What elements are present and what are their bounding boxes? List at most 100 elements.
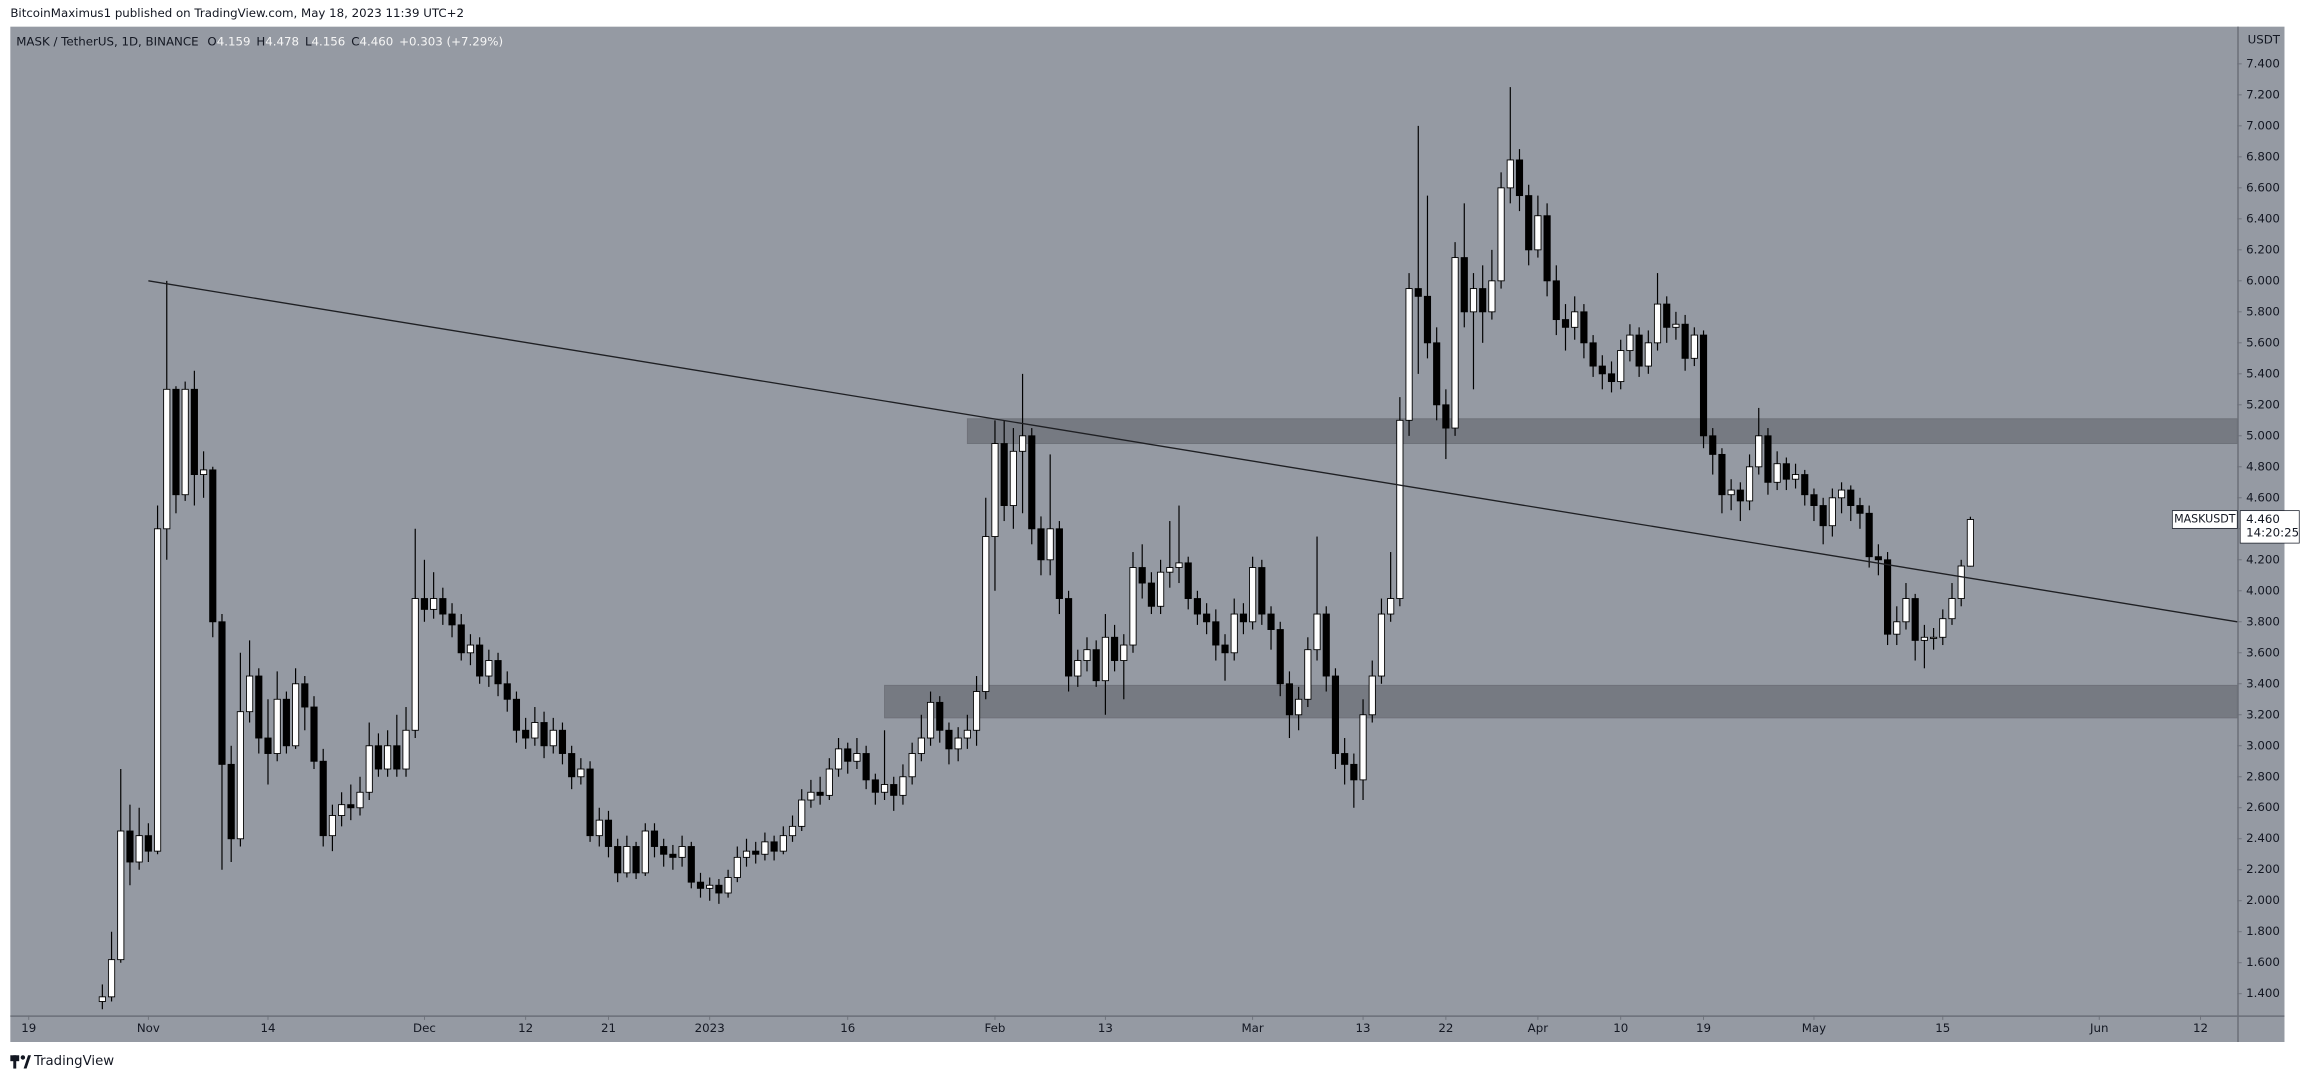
candle-body (1865, 512, 1873, 558)
candle-body (1598, 365, 1606, 375)
candle-body (1884, 559, 1892, 635)
candle-body (604, 819, 613, 847)
candle-body (724, 877, 732, 894)
candle-body (1745, 466, 1754, 502)
candle-body (282, 698, 290, 747)
price-tag-box (2239, 510, 2300, 544)
candle-body (1930, 636, 1938, 639)
x-tick-label: May (1802, 1021, 1826, 1035)
candle-body (1893, 621, 1901, 635)
zone (884, 684, 2238, 719)
axis-unit: USDT (2248, 32, 2281, 46)
x-tick-label: 22 (1438, 1021, 1453, 1035)
candle-body (1055, 528, 1063, 599)
candle-body (549, 729, 557, 747)
candle-body (98, 996, 106, 1002)
candle-body (715, 884, 723, 894)
candle-body (1957, 565, 1965, 599)
candle-body (1939, 618, 1947, 638)
y-tick-label: 2.800 (2246, 769, 2280, 783)
candle-body (844, 748, 852, 762)
candle-body (880, 784, 889, 793)
y-tick-label: 1.400 (2246, 986, 2280, 1000)
candle-body (227, 763, 235, 840)
legend-value: 4.156 (312, 34, 346, 48)
x-tick-label: Mar (1241, 1021, 1263, 1035)
y-tick-label: 7.000 (2246, 118, 2280, 132)
candle-body (788, 825, 797, 837)
candle-body (1157, 571, 1165, 607)
candle-body (853, 753, 861, 762)
candle-body (1249, 567, 1257, 623)
candle-body (457, 624, 465, 654)
candle-body (365, 745, 373, 793)
candle-body (200, 469, 208, 476)
candle-body (1718, 453, 1726, 496)
chart-pane (10, 26, 2285, 1042)
candle-body (1046, 528, 1054, 561)
y-tick-label: 6.600 (2246, 180, 2280, 194)
candle-body (494, 660, 502, 685)
candle-body (1230, 613, 1238, 654)
candle-body (1690, 334, 1698, 359)
candle-body (1653, 303, 1662, 344)
candle-body (374, 745, 382, 770)
candle-body (411, 598, 419, 731)
candle-body (1101, 636, 1109, 682)
candle-body (1828, 497, 1836, 527)
candle-body (623, 846, 631, 874)
candle-body (1736, 489, 1744, 502)
candle-body (660, 846, 668, 855)
candle-body (1368, 675, 1376, 716)
candle-body (862, 753, 870, 781)
candle-body (1267, 613, 1275, 630)
y-tick-label: 3.000 (2246, 738, 2280, 752)
candle-body (1948, 598, 1956, 620)
candle-body (356, 791, 364, 809)
candle-body (172, 388, 180, 496)
candle-body (917, 737, 925, 754)
candle-body (568, 753, 576, 778)
trendline (148, 280, 2238, 623)
candle-body (834, 748, 843, 770)
candle-body (181, 388, 189, 496)
candle-body (503, 683, 511, 700)
candle-body (1920, 636, 1928, 641)
candle-body (1506, 159, 1514, 189)
candle-body (1837, 489, 1846, 499)
y-tick-label: 7.200 (2246, 87, 2280, 101)
candle-body (696, 881, 705, 889)
candle-body (945, 729, 953, 750)
x-tick-label: 16 (840, 1021, 855, 1035)
candle-body (1635, 334, 1643, 367)
candle-body (678, 846, 686, 858)
candle-body (1065, 598, 1073, 677)
candle-body (1396, 419, 1404, 599)
candle-body (246, 675, 254, 713)
legend-value: 4.478 (265, 34, 299, 48)
candle-body (1580, 311, 1588, 344)
candle-body (1009, 450, 1017, 506)
candle-body (972, 691, 981, 731)
candle-body (107, 959, 116, 998)
candle-body (1239, 613, 1247, 623)
candle-body (752, 850, 760, 855)
y-tick-label: 3.600 (2246, 645, 2280, 659)
candle-body (908, 753, 916, 778)
candle-body (1543, 215, 1551, 282)
candle-body (1552, 280, 1560, 321)
y-tick-label: 6.800 (2246, 149, 2280, 163)
candle-body (595, 819, 603, 837)
candle-body (926, 701, 935, 739)
candle-body (1341, 753, 1349, 765)
candle-body (1672, 323, 1680, 328)
candle-body (430, 598, 438, 610)
candle-body (512, 698, 521, 731)
candle-body (1782, 463, 1790, 480)
candle-body (779, 835, 787, 852)
candle-body (1626, 334, 1634, 352)
candle-body (650, 830, 659, 847)
candle-body (1074, 660, 1082, 677)
candle-body (1589, 342, 1597, 367)
candle-body (402, 729, 410, 770)
